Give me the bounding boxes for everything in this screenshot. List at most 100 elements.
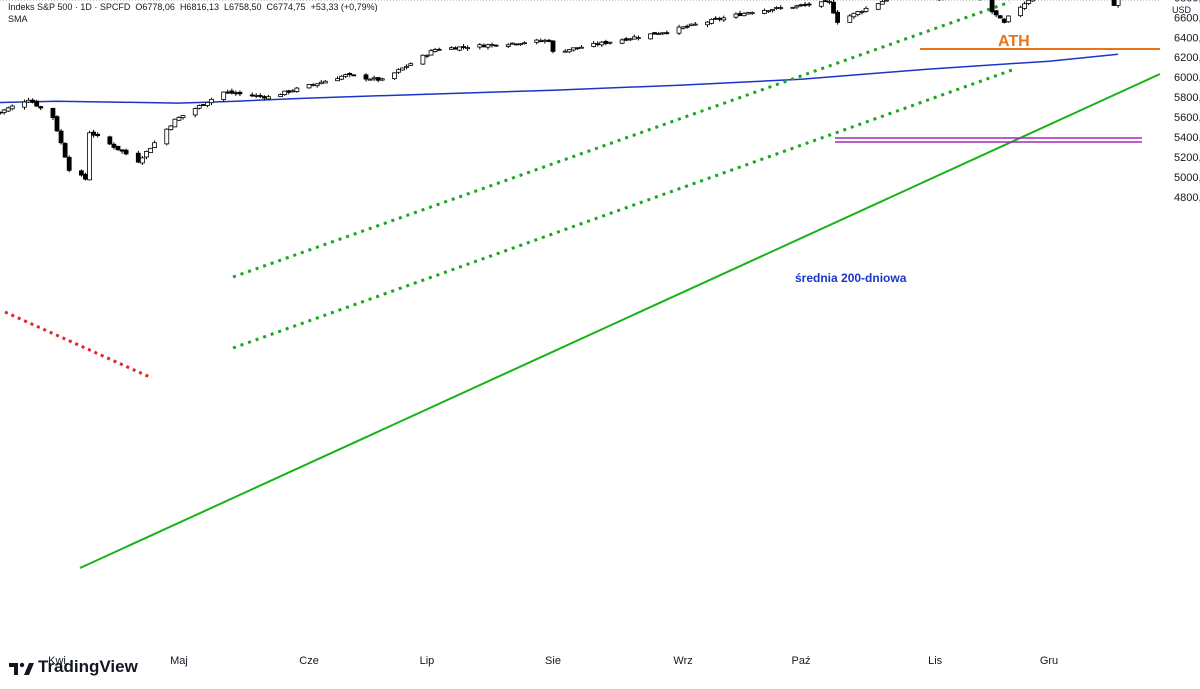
- candle: [58, 129, 64, 145]
- candle: [428, 49, 434, 56]
- y-tick-label: 6400,: [1174, 32, 1200, 44]
- candle: [847, 14, 853, 23]
- candle-body-up: [1115, 0, 1121, 6]
- candle: [144, 150, 149, 160]
- candle-body-down: [713, 17, 719, 20]
- candle-body-up: [290, 90, 296, 93]
- candle-body-down: [375, 77, 381, 81]
- candle-body-down: [989, 0, 995, 13]
- candle-body-up: [168, 125, 174, 130]
- candle-body-up: [196, 105, 202, 109]
- candle: [770, 8, 775, 13]
- candle-body-up: [205, 102, 210, 106]
- candle-body-up: [489, 44, 495, 46]
- candle: [522, 41, 527, 45]
- candle: [347, 72, 353, 78]
- support-trendline: [79, 73, 1161, 569]
- candle: [453, 46, 458, 50]
- candle-body-up: [827, 1, 832, 3]
- candle: [152, 140, 157, 149]
- low-value: L6758,50: [223, 2, 262, 12]
- candle-body-up: [705, 21, 710, 26]
- candle-body-up: [1, 109, 7, 113]
- candle: [396, 68, 401, 74]
- candle-body-up: [22, 101, 27, 108]
- candle: [831, 0, 836, 14]
- candle-body-up: [314, 83, 320, 87]
- candle: [38, 105, 44, 111]
- candle: [855, 10, 861, 17]
- candle: [684, 24, 690, 29]
- candle-body-up: [762, 9, 767, 14]
- candle-body-down: [261, 96, 267, 99]
- candle-body-down: [286, 90, 292, 93]
- candle: [461, 44, 466, 50]
- candle: [229, 88, 235, 95]
- candle-body-up: [1026, 0, 1032, 5]
- candle-body-up: [1022, 3, 1028, 9]
- candle-body-down: [78, 170, 84, 176]
- candle: [859, 10, 865, 15]
- candle: [1026, 0, 1032, 6]
- candle: [205, 101, 210, 108]
- candle-body-down: [737, 13, 743, 16]
- symbol-header: Indeks S&P 500 · 1D · SPCFD O6778,06 H6816…: [8, 2, 383, 12]
- candle: [221, 91, 227, 102]
- candle-body-up: [692, 23, 698, 26]
- candle: [688, 23, 694, 27]
- candle-body-up: [139, 157, 145, 164]
- candle: [794, 4, 800, 10]
- candle: [705, 21, 710, 28]
- candle: [253, 93, 259, 98]
- x-tick-label: Gru: [1040, 655, 1058, 667]
- candle-body-down: [91, 131, 96, 136]
- candle: [379, 77, 385, 82]
- candle: [176, 116, 182, 121]
- candle: [62, 142, 68, 158]
- candle: [485, 43, 491, 50]
- candle: [200, 103, 206, 106]
- symbol-name: Indeks S&P 500 · 1D · SPCFD: [8, 2, 131, 12]
- candle: [875, 2, 881, 11]
- candle: [1001, 17, 1007, 24]
- x-tick-label: Sie: [545, 655, 561, 667]
- candle-body-up: [209, 98, 214, 104]
- tradingview-brand[interactable]: TradingView: [38, 657, 138, 676]
- x-tick-label: Lip: [420, 655, 435, 667]
- indicator-legend[interactable]: SMA: [8, 14, 33, 24]
- candle-body-up: [87, 132, 92, 181]
- change-value: +53,33 (+0,79%): [310, 2, 378, 12]
- candle: [424, 54, 430, 59]
- candle-body-down: [603, 41, 609, 44]
- candle: [30, 98, 36, 104]
- candle: [993, 10, 999, 18]
- candle: [310, 83, 316, 87]
- candle: [87, 130, 92, 181]
- candle-body-down: [58, 130, 64, 144]
- candle: [119, 149, 125, 154]
- candle: [534, 38, 540, 45]
- candle-body-up: [522, 42, 527, 45]
- candle: [135, 150, 141, 164]
- candle-body-down: [249, 94, 255, 97]
- candle: [790, 6, 796, 9]
- candle-body-up: [591, 42, 597, 47]
- candle: [802, 2, 808, 7]
- candle: [733, 12, 739, 19]
- candle: [107, 135, 113, 146]
- candle: [115, 145, 121, 151]
- candle-body-down: [546, 39, 552, 42]
- candle-body-up: [152, 142, 157, 148]
- candle-body-up: [562, 50, 568, 53]
- candle-body-up: [26, 99, 31, 103]
- candle-body-down: [66, 156, 72, 171]
- candle: [1111, 0, 1117, 7]
- candle: [762, 8, 767, 15]
- candle-body-down: [664, 32, 670, 35]
- candle-body-down: [717, 17, 723, 20]
- candle: [436, 47, 442, 51]
- candle-body-down: [652, 32, 658, 35]
- candle-body-up: [180, 115, 186, 119]
- candle-body-up: [367, 78, 373, 81]
